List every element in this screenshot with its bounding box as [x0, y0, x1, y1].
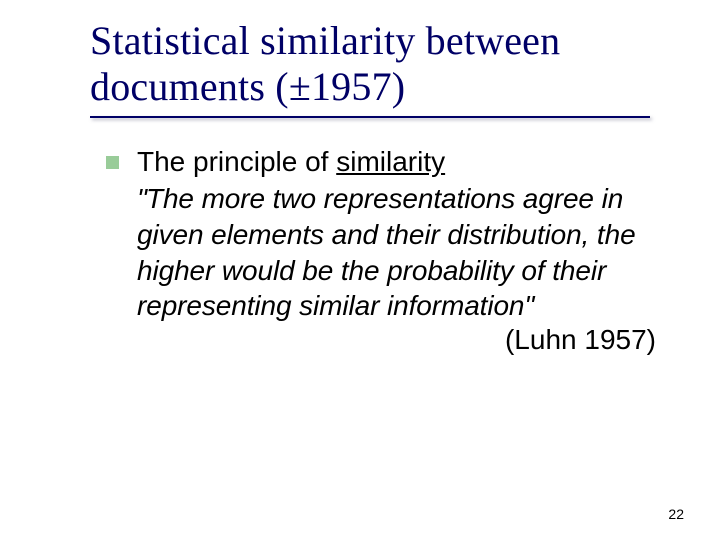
principle-text: The principle of similarity: [137, 144, 445, 179]
title-line-2: documents (±1957): [90, 64, 405, 109]
square-bullet-icon: [106, 156, 119, 169]
bullet-item: The principle of similarity: [106, 144, 660, 179]
quote-block: "The more two representations agree in g…: [137, 181, 660, 324]
slide: Statistical similarity between documents…: [0, 0, 720, 540]
slide-title: Statistical similarity between documents…: [40, 18, 680, 110]
page-number: 22: [668, 506, 684, 522]
quote-body: The more two representations agree in gi…: [137, 183, 636, 321]
principle-prefix: The principle of: [137, 146, 336, 177]
title-underline: [90, 116, 650, 118]
principle-underlined: similarity: [336, 146, 445, 177]
quote-close: ": [524, 290, 533, 321]
title-line-1: Statistical similarity between: [90, 18, 560, 63]
citation: (Luhn 1957): [106, 324, 660, 356]
quote-open: ": [137, 183, 146, 214]
content-area: The principle of similarity "The more tw…: [40, 144, 680, 356]
